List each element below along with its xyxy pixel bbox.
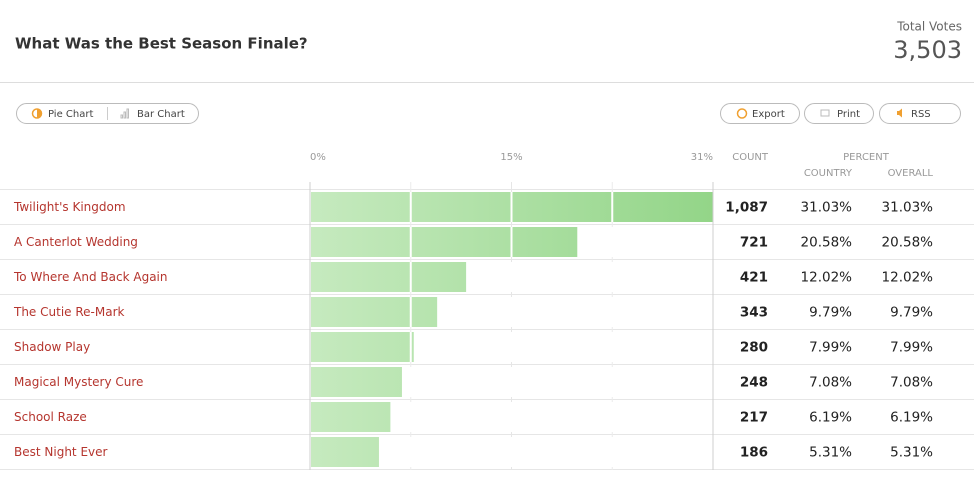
x-tick-label: 0%: [310, 152, 326, 163]
bar: [311, 262, 467, 292]
country-percent: 5.31%: [809, 445, 852, 461]
overall-header: OVERALL: [888, 168, 934, 179]
count-value: 186: [740, 445, 768, 461]
count-value: 343: [740, 305, 768, 321]
country-percent: 7.99%: [809, 340, 852, 356]
category-label: School Raze: [14, 410, 87, 424]
country-percent: 20.58%: [801, 235, 853, 251]
bar: [311, 297, 438, 327]
percent-header: PERCENT: [843, 152, 890, 163]
overall-percent: 31.03%: [882, 200, 934, 216]
count-header: COUNT: [732, 152, 769, 163]
actions: Export Print RSS: [720, 103, 961, 124]
count-value: 280: [740, 340, 768, 356]
bar: [311, 437, 379, 467]
country-header: COUNTRY: [804, 168, 853, 179]
view-toggle: Pie Chart Bar Chart: [16, 103, 199, 124]
bar: [311, 332, 414, 362]
category-label: To Where And Back Again: [13, 270, 167, 284]
category-label: Magical Mystery Cure: [14, 375, 143, 389]
category-label: Best Night Ever: [14, 445, 108, 459]
overall-percent: 7.99%: [890, 340, 933, 356]
category-label: The Cutie Re-Mark: [13, 305, 125, 319]
category-label: Shadow Play: [14, 340, 90, 354]
x-tick-label: 15%: [500, 152, 522, 163]
bar: [311, 227, 578, 257]
count-value: 1,087: [725, 200, 768, 216]
overall-percent: 7.08%: [890, 375, 933, 391]
total-votes: 3,503: [893, 36, 962, 64]
bar: [311, 402, 391, 432]
category-label: Twilight's Kingdom: [13, 200, 126, 214]
overall-percent: 9.79%: [890, 305, 933, 321]
overall-percent: 20.58%: [882, 235, 934, 251]
export-button[interactable]: Export: [752, 109, 785, 120]
overall-percent: 12.02%: [882, 270, 934, 286]
print-button[interactable]: Print: [837, 109, 860, 120]
country-percent: 12.02%: [801, 270, 853, 286]
total-votes-label: Total Votes: [896, 20, 962, 34]
rss-button[interactable]: RSS: [911, 109, 931, 120]
bar-chart-button[interactable]: Bar Chart: [137, 109, 185, 120]
country-percent: 9.79%: [809, 305, 852, 321]
country-percent: 6.19%: [809, 410, 852, 426]
overall-percent: 6.19%: [890, 410, 933, 426]
count-value: 248: [740, 375, 768, 391]
count-value: 217: [740, 410, 768, 426]
category-label: A Canterlot Wedding: [14, 235, 138, 249]
bar: [311, 367, 402, 397]
count-value: 421: [740, 270, 768, 286]
poll-title: What Was the Best Season Finale?: [15, 35, 308, 53]
count-value: 721: [740, 235, 768, 251]
x-tick-label: 31%: [691, 152, 713, 163]
country-percent: 7.08%: [809, 375, 852, 391]
overall-percent: 5.31%: [890, 445, 933, 461]
country-percent: 31.03%: [801, 200, 853, 216]
pie-chart-button[interactable]: Pie Chart: [48, 109, 93, 120]
